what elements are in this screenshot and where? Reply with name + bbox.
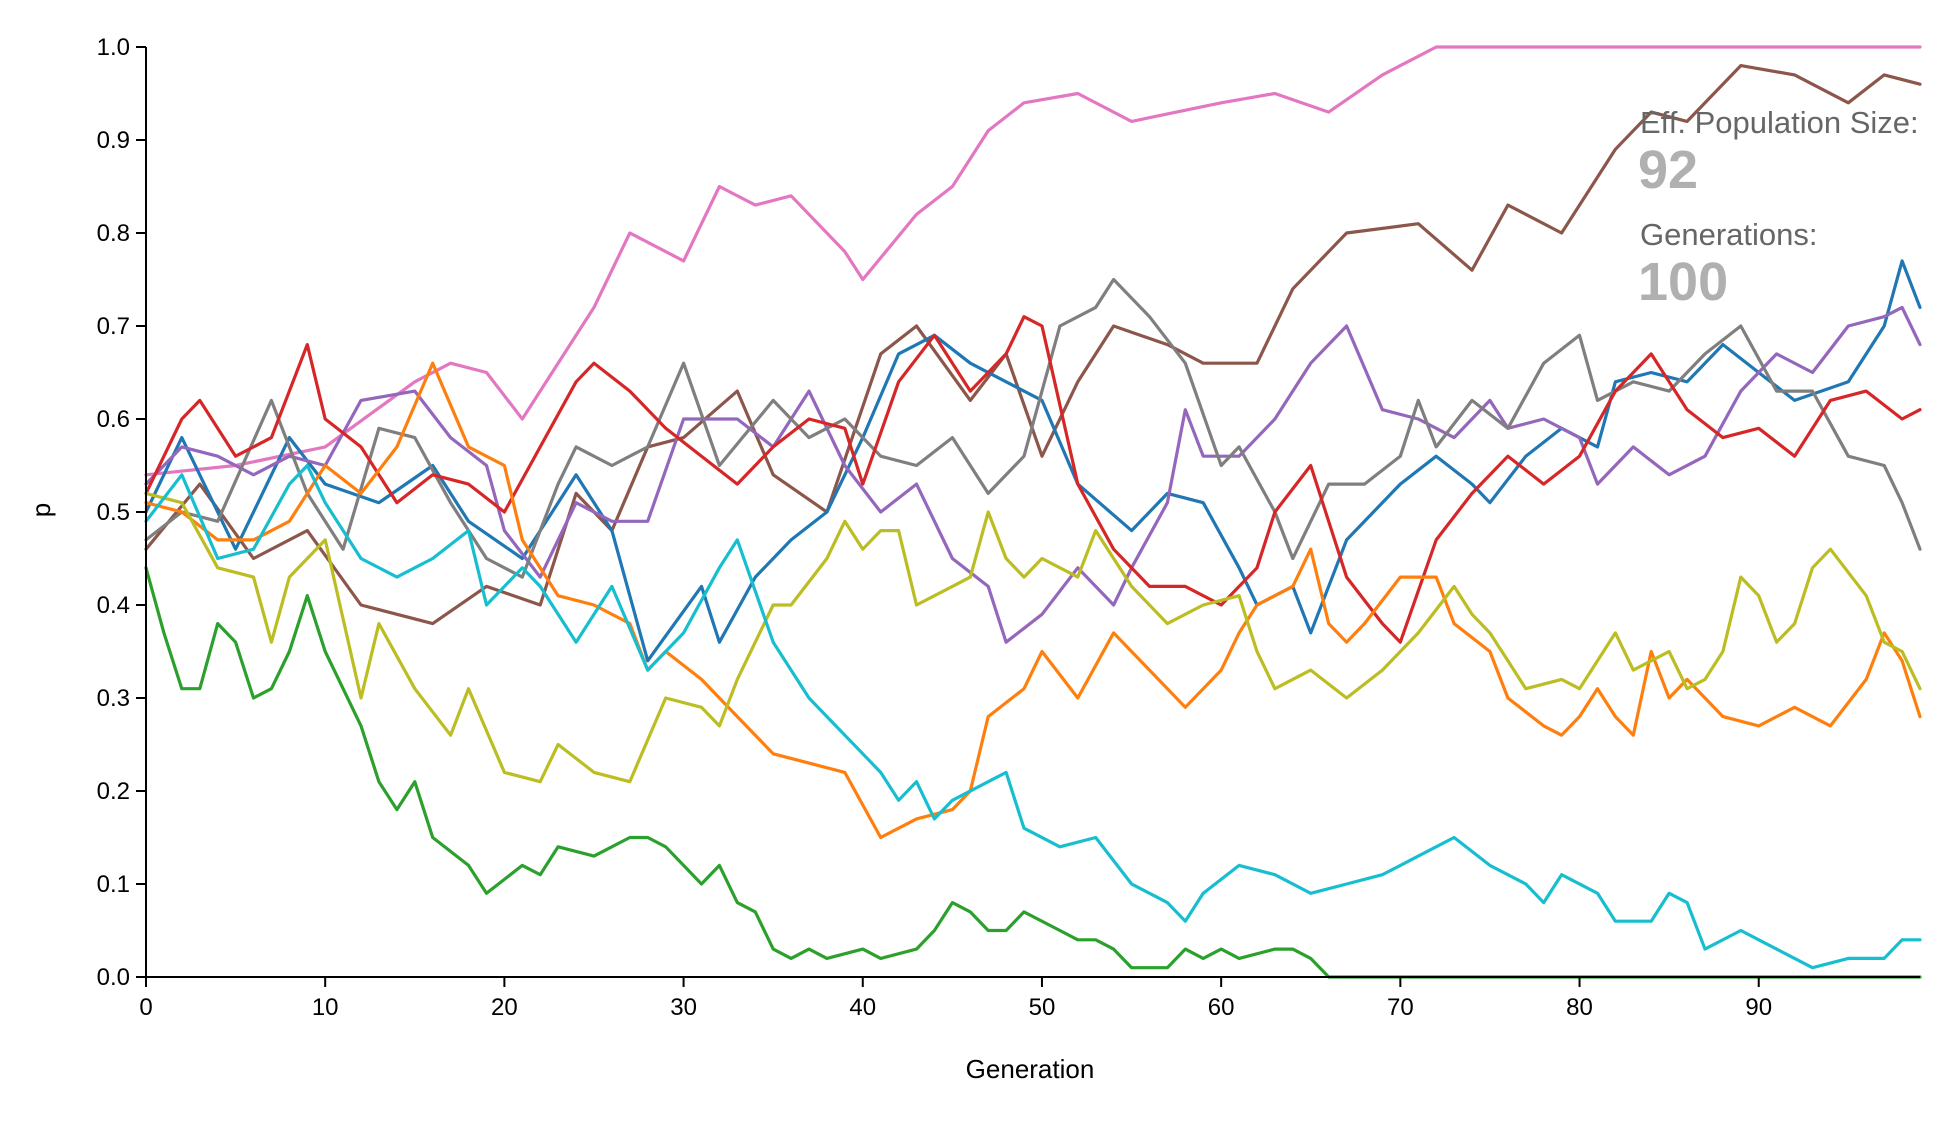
y-tick-label-0.5: 0.5 [97,499,130,526]
x-tick-label-70: 70 [1387,994,1414,1021]
series-line-8 [144,491,1922,784]
generations-label: Generations: [1640,217,1818,252]
series-line-3 [144,259,1922,663]
series-line-5 [144,277,1922,579]
x-tick-label-0: 0 [139,994,152,1021]
y-tick-label-0.3: 0.3 [97,685,130,712]
x-tick-label-40: 40 [849,994,876,1021]
y-tick-label-0.9: 0.9 [97,127,130,154]
x-tick-label-10: 10 [312,994,339,1021]
population-size-value: 92 [1638,140,1698,200]
x-axis-title: Generation [966,1054,1095,1084]
series-line-1 [144,45,1922,477]
series-line-2 [144,63,1922,626]
x-tick-label-30: 30 [670,994,697,1021]
series-line-9 [144,463,1922,970]
axes: 0 10 20 30 40 50 60 70 80 90 0.0 0.1 0.2 0.3 0.4 0.5 0.6… [97,34,1920,1021]
series-line-4 [144,305,1922,644]
y-tick-label-0.2: 0.2 [97,778,130,805]
x-tick-label-60: 60 [1208,994,1235,1021]
series-line-10 [144,566,1922,979]
y-axis-title: p [26,503,56,517]
y-tick-label-0.7: 0.7 [97,313,130,340]
y-tick-label-0.4: 0.4 [97,592,130,619]
y-tick-label-0.6: 0.6 [97,406,130,433]
x-tick-label-90: 90 [1745,994,1772,1021]
x-tick-label-50: 50 [1029,994,1056,1021]
y-tick-label-1.0: 1.0 [97,34,130,61]
generations-value: 100 [1638,252,1728,312]
series-line-6 [144,315,1922,644]
y-tick-label-0.1: 0.1 [97,871,130,898]
population-size-label: Eff. Population Size: [1640,105,1919,140]
x-tick-label-80: 80 [1566,994,1593,1021]
x-tick-label-20: 20 [491,994,518,1021]
y-tick-label-0.8: 0.8 [97,220,130,247]
series-line-7 [144,361,1922,840]
y-tick-label-0.0: 0.0 [97,964,130,991]
series-lines [144,45,1922,979]
